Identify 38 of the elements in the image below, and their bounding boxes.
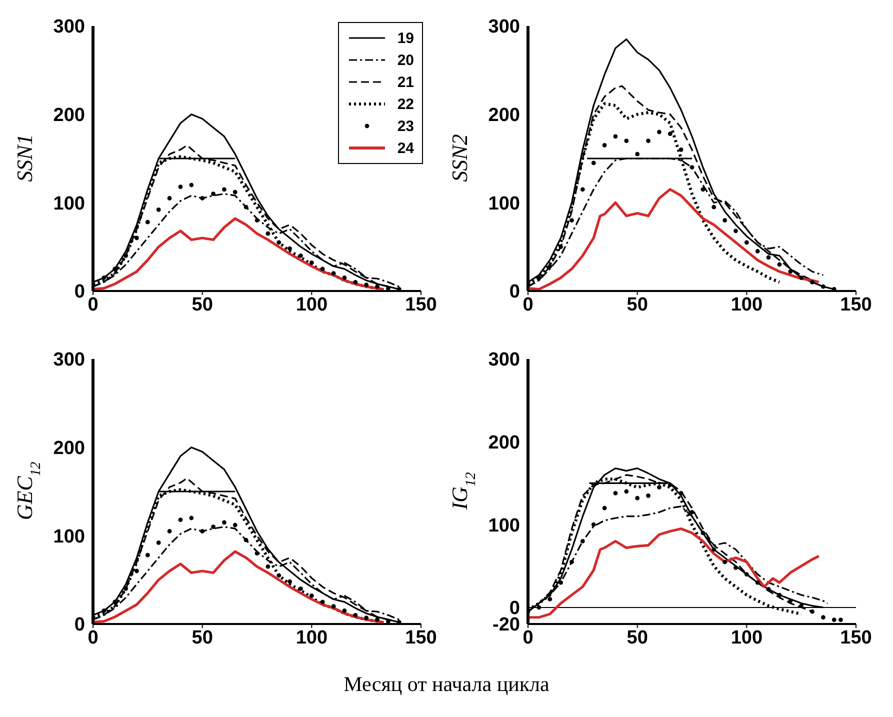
x-tick-label: 50 bbox=[192, 627, 213, 648]
y-tick-label: 200 bbox=[488, 432, 520, 454]
y-axis-title: SSN2 bbox=[447, 134, 472, 182]
y-tick-label: 200 bbox=[488, 105, 520, 126]
y-tick-label: 300 bbox=[53, 16, 85, 38]
legend-label: 19 bbox=[397, 30, 414, 46]
x-axis-title: Месяц от начала цикла bbox=[342, 672, 550, 697]
legend-label: 23 bbox=[397, 118, 414, 134]
y-tick-label: 100 bbox=[488, 515, 520, 536]
legend-label: 20 bbox=[397, 52, 414, 68]
x-tick-label: 50 bbox=[626, 627, 648, 648]
y-tick-label: 100 bbox=[53, 526, 85, 548]
x-tick-label: 150 bbox=[405, 294, 437, 316]
x-tick-label: 150 bbox=[840, 627, 872, 648]
x-tick-label: 50 bbox=[192, 294, 213, 316]
legend-label: 22 bbox=[397, 96, 414, 112]
y-tick-label: 300 bbox=[488, 350, 520, 371]
x-tick-label: 0 bbox=[522, 294, 534, 316]
x-tick-label: 100 bbox=[730, 627, 763, 648]
x-tick-label: 100 bbox=[296, 627, 328, 648]
y-tick-label: 300 bbox=[488, 16, 520, 38]
legend-label: 21 bbox=[397, 74, 414, 90]
x-tick-label: 150 bbox=[405, 627, 437, 648]
x-tick-label: 0 bbox=[522, 627, 534, 648]
y-tick-label: 100 bbox=[53, 193, 85, 214]
y-tick-label: 100 bbox=[488, 193, 520, 214]
legend-label: 24 bbox=[397, 140, 414, 156]
x-tick-label: 100 bbox=[730, 294, 763, 316]
x-tick-label: 0 bbox=[88, 294, 98, 316]
x-tick-label: 150 bbox=[840, 294, 872, 316]
y-tick-label: -20 bbox=[492, 614, 520, 636]
y-axis-title: SSN1 bbox=[12, 134, 37, 182]
x-tick-label: 0 bbox=[88, 627, 98, 648]
y-tick-label: 200 bbox=[53, 105, 85, 126]
x-tick-label: 100 bbox=[296, 294, 328, 316]
y-tick-label: 200 bbox=[53, 438, 85, 460]
y-tick-label: 300 bbox=[53, 350, 85, 371]
x-tick-label: 50 bbox=[626, 294, 648, 316]
